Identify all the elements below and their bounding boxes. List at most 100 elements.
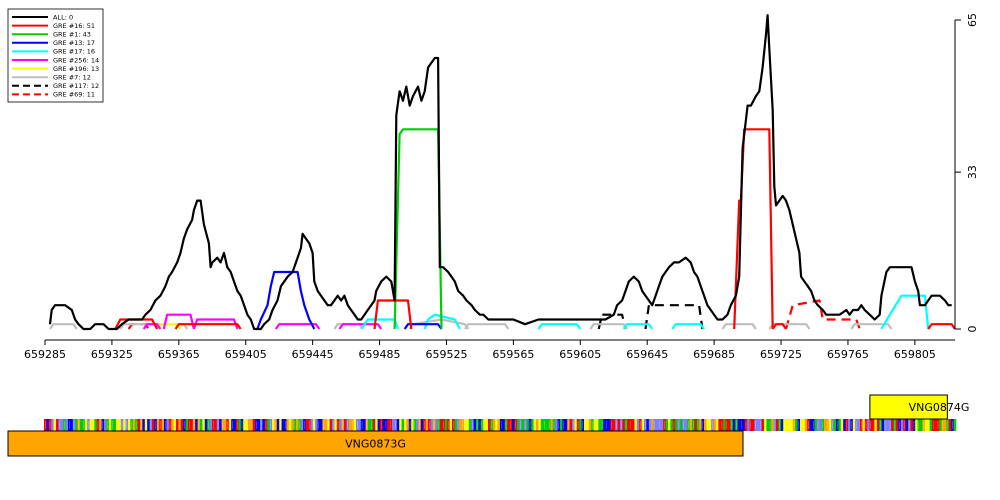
x-tick-label: 659645 <box>626 348 668 361</box>
sequence-base <box>905 419 909 431</box>
series-line-3-0 <box>256 270 316 330</box>
sequence-base <box>416 419 419 431</box>
legend-label: GRE #16: 51 <box>53 22 95 30</box>
sequence-base <box>411 419 414 431</box>
x-tick-label: 659605 <box>559 348 601 361</box>
sequence-base <box>718 419 722 431</box>
x-tick-label: 659285 <box>24 348 66 361</box>
sequence-base <box>118 419 122 431</box>
sequence-base <box>569 419 573 431</box>
series-line-7-4 <box>463 323 510 330</box>
series-line-9-1 <box>784 299 861 330</box>
sequence-base <box>353 419 357 431</box>
sequence-base <box>684 419 688 431</box>
sequence-base <box>785 419 789 431</box>
sequence-base <box>934 419 938 431</box>
sequence-base <box>363 419 366 431</box>
legend-label: GRE #196: 13 <box>53 65 99 73</box>
sequence-base <box>660 419 664 431</box>
sequence-base <box>185 419 189 431</box>
sequence-base <box>574 419 578 431</box>
sequence-base <box>651 419 654 431</box>
sequence-base <box>204 419 208 431</box>
sequence-base <box>742 419 746 431</box>
sequence-base <box>828 419 832 431</box>
sequence-base <box>507 419 510 431</box>
sequence-base <box>521 419 525 431</box>
sequence-base <box>233 419 237 431</box>
sequence-base <box>516 419 520 431</box>
sequence-base <box>166 419 170 431</box>
sequence-base <box>147 419 150 431</box>
sequence-base <box>214 419 218 431</box>
sequence-base <box>780 419 784 431</box>
sequence-base <box>756 419 760 431</box>
sequence-base <box>238 419 242 431</box>
sequence-base <box>128 419 131 431</box>
sequence-base <box>694 419 698 431</box>
sequence-base <box>579 419 582 431</box>
sequence-base <box>540 419 544 431</box>
sequence-base <box>252 419 256 431</box>
sequence-base <box>886 419 890 431</box>
series-line-4-4 <box>671 323 705 330</box>
sequence-base <box>502 419 506 431</box>
sequence-base <box>929 419 933 431</box>
x-tick-label: 659525 <box>425 348 467 361</box>
legend-label: GRE #7: 12 <box>53 74 91 82</box>
sequence-base <box>953 419 957 431</box>
series-line-7-6 <box>721 323 757 330</box>
series-line-0-0 <box>48 14 952 331</box>
sequence-base <box>713 419 717 431</box>
sequence-base <box>228 419 232 431</box>
sequence-base <box>804 419 808 431</box>
sequence-base <box>219 419 222 431</box>
sequence-base <box>646 419 650 431</box>
sequence-base <box>358 419 362 431</box>
sequence-base <box>776 419 779 431</box>
sequence-base <box>833 419 837 431</box>
sequence-base <box>680 419 683 431</box>
sequence-base <box>339 419 342 431</box>
sequence-base <box>180 419 184 431</box>
sequence-base <box>46 419 50 431</box>
x-tick-label: 659445 <box>292 348 334 361</box>
sequence-base <box>468 419 472 431</box>
sequence-base <box>478 419 482 431</box>
series-line-4-3 <box>622 323 654 330</box>
gene-label: VNG0874G <box>909 401 970 414</box>
sequence-base <box>473 419 477 431</box>
x-tick-label: 659365 <box>158 348 200 361</box>
sequence-base <box>396 419 400 431</box>
sequence-base <box>329 419 333 431</box>
legend-label: ALL: 0 <box>53 13 73 21</box>
sequence-base <box>852 419 856 431</box>
sequence-base <box>910 419 914 431</box>
sequence-base <box>372 419 376 431</box>
sequence-base <box>862 419 866 431</box>
series-line-4-5 <box>880 294 930 330</box>
sequence-base <box>132 419 136 431</box>
sequence-base <box>425 419 429 431</box>
series-line-4-1 <box>423 313 461 330</box>
sequence-base <box>56 419 59 431</box>
sequence-base <box>406 419 410 431</box>
sequence-base <box>608 419 611 431</box>
sequence-base <box>593 419 597 431</box>
sequence-base <box>838 419 842 431</box>
sequence-base <box>142 419 146 431</box>
sequence-base <box>800 419 803 431</box>
sequence-base <box>891 419 894 431</box>
sequence-base <box>104 419 107 431</box>
x-tick-label: 659765 <box>827 348 869 361</box>
sequence-base <box>564 419 568 431</box>
sequence-base <box>459 419 462 431</box>
y-axis: 0 33 65 <box>954 13 979 333</box>
legend-label: GRE #1: 43 <box>53 31 91 39</box>
series-line-3-1 <box>403 323 443 330</box>
sequence-base <box>603 419 606 431</box>
sequence-track <box>44 419 957 431</box>
sequence-base <box>440 419 443 431</box>
